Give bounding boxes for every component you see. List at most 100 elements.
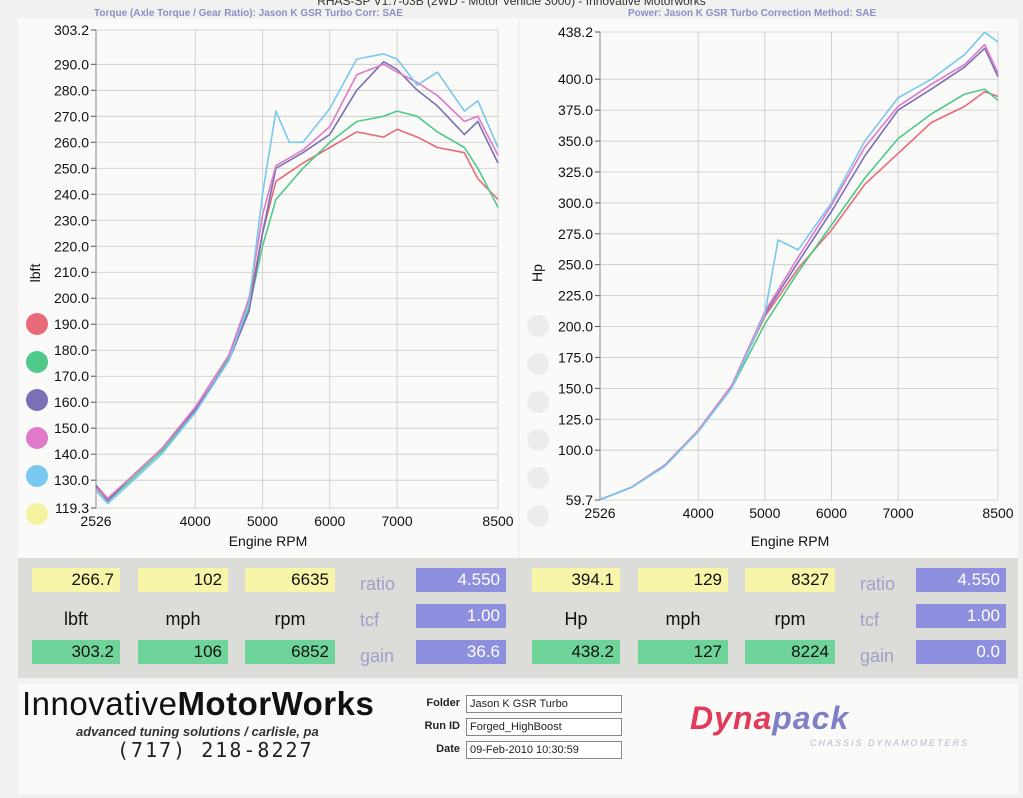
- phone-number: (717) 218-8227: [117, 738, 314, 762]
- y-tick-label: 150.0: [558, 380, 593, 396]
- right-unit-mph: mph: [665, 609, 701, 629]
- legend-dot: [26, 389, 48, 411]
- y-tick-label: 250.0: [54, 160, 89, 176]
- date-label: Date: [436, 743, 460, 755]
- chart-series: [95, 53, 499, 505]
- date-value: 09-Feb-2010 10:30:59: [466, 741, 622, 759]
- right-power-readout: 394.1: [532, 568, 620, 592]
- legend-dot: [527, 391, 549, 413]
- y-tick-label: 125.0: [558, 411, 593, 427]
- x-tick-label: 7000: [381, 513, 412, 529]
- folder-label: Folder: [426, 697, 460, 709]
- left-ratio-label: ratio: [360, 574, 396, 594]
- right-mph-readout: 129: [638, 568, 728, 592]
- left-unit-mph: mph: [165, 609, 201, 629]
- x-tick-label: 6000: [816, 505, 847, 521]
- legend-dot: [26, 313, 48, 335]
- legend-dot: [527, 429, 549, 451]
- x-tick-label: 7000: [882, 505, 913, 521]
- y-tick-label: 250.0: [558, 257, 593, 273]
- legend-dot: [26, 351, 48, 373]
- y-tick-label: 200.0: [54, 290, 89, 306]
- runid-value: Forged_HighBoost: [466, 718, 622, 736]
- right-peak-rpm: 8224: [745, 640, 835, 664]
- y-tick-label: 59.7: [566, 492, 593, 508]
- report-title: RHAS-SP V1.7-03B (2WD - Motor Vehicle 30…: [317, 0, 706, 8]
- right-gain-value: 0.0: [916, 640, 1006, 664]
- y-tick-label: 225.0: [558, 288, 593, 304]
- right-peak-power: 438.2: [532, 640, 620, 664]
- right-gain-label: gain: [860, 646, 895, 666]
- right-unit-hp: Hp: [564, 609, 588, 629]
- logo-bold-text: MotorWorks: [177, 685, 375, 722]
- x-tick-label: 2526: [584, 505, 615, 521]
- left-gain-label: gain: [360, 646, 395, 666]
- series-line: [95, 110, 499, 502]
- y-tick-label: 119.3: [55, 500, 89, 516]
- chart-grid: [91, 29, 499, 509]
- chart-tick-labels: 2526 4000 5000 6000 7000 8500 438.2 400.0 375.0 3…: [558, 24, 1014, 521]
- y-tick-label: 160.0: [54, 394, 89, 410]
- y-tick-label: 300.0: [558, 195, 593, 211]
- left-ratio-value: 4.550: [416, 568, 506, 592]
- power-chart: 2526 4000 5000 6000 7000 8500 438.2 400.0 375.0 3…: [520, 18, 1018, 558]
- chart-tick-labels: 2526 4000 5000 6000 7000 8500 303.2 290.0 280.0 2…: [54, 22, 514, 529]
- dynapack-logo: Dynapack: [690, 700, 849, 737]
- series-line: [95, 53, 499, 505]
- legend-dot: [527, 315, 549, 337]
- company-logo: InnovativeMotorWorks: [22, 685, 374, 723]
- left-rpm-readout: 6635: [245, 568, 335, 592]
- right-ratio-label: ratio: [860, 574, 896, 594]
- x-tick-label: 8500: [482, 513, 513, 529]
- y-tick-label: 220.0: [54, 238, 89, 254]
- left-mph-readout: 102: [138, 568, 228, 592]
- legend-dot: [26, 465, 48, 487]
- y-tick-label: 170.0: [54, 368, 89, 384]
- series-line: [599, 43, 999, 501]
- y-tick-label: 150.0: [54, 420, 89, 436]
- y-tick-label: 260.0: [54, 134, 89, 150]
- brand-b: pack: [772, 700, 850, 736]
- legend-dot: [527, 353, 549, 375]
- logo-light-text: Innovative: [22, 685, 178, 722]
- y-axis-label: lbft: [27, 264, 43, 283]
- legend-dot: [527, 505, 549, 527]
- y-axis-label: Hp: [529, 264, 545, 282]
- chart-series: [599, 31, 999, 501]
- y-tick-label: 100.0: [558, 442, 593, 458]
- legend-dot: [26, 503, 48, 525]
- left-tcf-label: tcf: [360, 610, 380, 630]
- y-tick-label: 290.0: [54, 56, 89, 72]
- y-tick-label: 375.0: [558, 102, 593, 118]
- y-tick-label: 130.0: [54, 472, 89, 488]
- x-tick-label: 4000: [180, 513, 211, 529]
- right-rpm-readout: 8327: [745, 568, 835, 592]
- left-unit-rpm: rpm: [274, 609, 306, 629]
- logo-tagline: advanced tuning solutions / carlisle, pa: [76, 724, 319, 739]
- left-peak-torque: 303.2: [32, 640, 120, 664]
- y-tick-label: 230.0: [54, 212, 89, 228]
- right-unit-rpm: rpm: [774, 609, 806, 629]
- y-tick-label: 438.2: [558, 24, 593, 40]
- runid-label: Run ID: [424, 720, 460, 732]
- x-tick-label: 6000: [314, 513, 345, 529]
- y-tick-label: 190.0: [54, 316, 89, 332]
- right-tcf-value: 1.00: [916, 604, 1006, 628]
- left-gain-value: 36.6: [416, 640, 506, 664]
- y-tick-label: 270.0: [54, 108, 89, 124]
- y-tick-label: 350.0: [558, 133, 593, 149]
- left-peak-mph: 106: [138, 640, 228, 664]
- legend-dot: [26, 427, 48, 449]
- x-tick-label: 8500: [982, 505, 1013, 521]
- torque-chart: 2526 4000 5000 6000 7000 8500 303.2 290.0 280.0 2…: [18, 18, 518, 558]
- y-tick-label: 175.0: [558, 349, 593, 365]
- power-subtitle: Power: Jason K GSR Turbo Correction Meth…: [628, 8, 877, 19]
- x-axis-label: Engine RPM: [229, 533, 308, 549]
- right-peak-mph: 127: [638, 640, 728, 664]
- y-tick-label: 400.0: [558, 71, 593, 87]
- y-tick-label: 275.0: [558, 226, 593, 242]
- brand-a: Dyna: [690, 700, 773, 736]
- left-tcf-value: 1.00: [416, 604, 506, 628]
- x-axis-label: Engine RPM: [751, 533, 830, 549]
- y-tick-label: 280.0: [54, 82, 89, 98]
